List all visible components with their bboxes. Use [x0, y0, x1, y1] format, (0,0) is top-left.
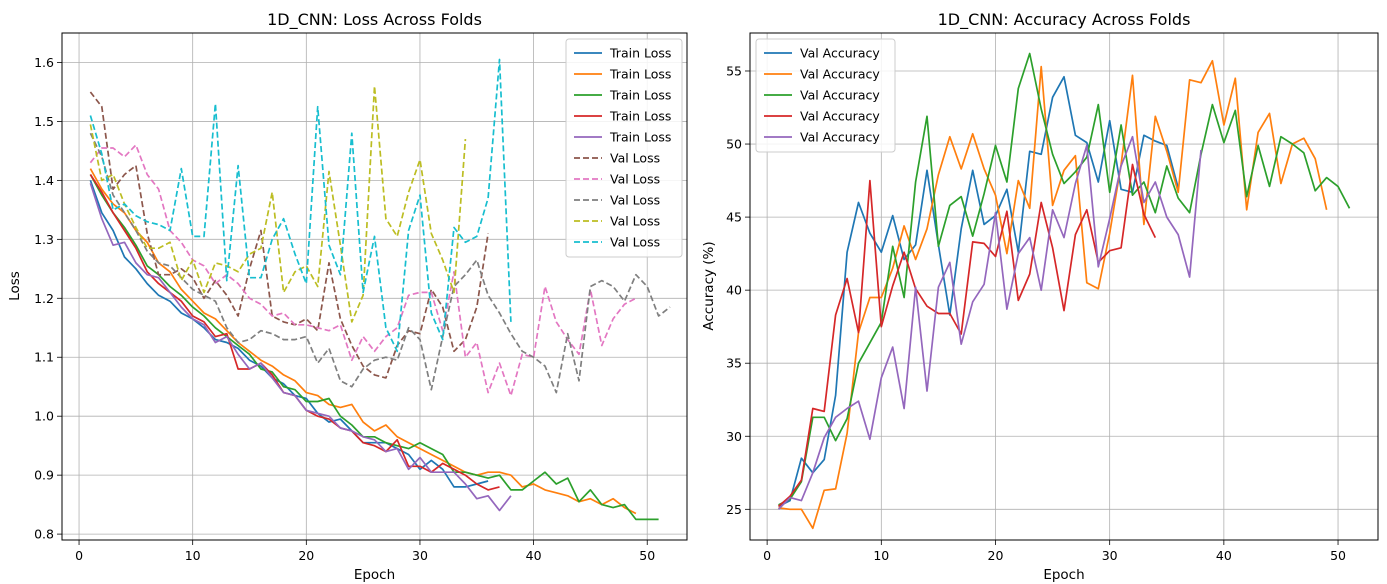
loss-x-tick-label: 50 [639, 548, 655, 563]
acc-x-tick-label: 10 [873, 548, 889, 563]
accuracy-series-group [777, 52, 1351, 530]
loss-axes-frame [61, 32, 688, 541]
acc-legend-label: Val Accuracy [800, 109, 880, 124]
loss-legend-label: Val Loss [610, 172, 660, 187]
loss-legend-label: Val Loss [610, 151, 660, 166]
loss-series-line-9 [89, 85, 467, 323]
loss-ticks: 0 10 20 30 40 50 0.8 0.9 1.0 1.1 1.2 1.3 1.4 1.5 1.6 [34, 55, 655, 563]
loss-x-tick-label: 20 [298, 548, 314, 563]
loss-legend-label: Train Loss [609, 46, 671, 61]
loss-x-axis-label: Epoch [354, 567, 395, 583]
loss-grid [62, 33, 687, 540]
acc-y-tick-label: 40 [726, 283, 742, 298]
acc-legend-box [755, 38, 896, 153]
loss-y-tick-label: 1.0 [34, 409, 54, 424]
acc-y-tick-label: 45 [726, 210, 742, 225]
loss-series-line-5 [89, 183, 512, 512]
accuracy-chart: 0 10 20 30 40 50 25 30 35 40 45 50 55 1D_CNN: Accura… [701, 10, 1379, 583]
acc-y-tick-label: 50 [726, 137, 742, 152]
acc-x-tick-label: 50 [1330, 548, 1346, 563]
loss-legend-label: Val Loss [610, 193, 660, 208]
loss-chart-title: 1D_CNN: Loss Across Folds [267, 10, 482, 30]
loss-x-tick-label: 40 [526, 548, 542, 563]
loss-y-tick-label: 1.5 [34, 114, 54, 129]
acc-series-line-3 [778, 52, 1351, 506]
acc-y-tick-label: 55 [726, 63, 742, 78]
loss-series-line-8 [89, 132, 671, 394]
loss-y-tick-label: 0.8 [34, 527, 54, 542]
accuracy-legend: Val Accuracy Val Accuracy Val Accuracy Val … [755, 38, 896, 153]
loss-y-tick-label: 1.3 [34, 232, 54, 247]
accuracy-y-axis-label: Accuracy (%) [701, 241, 717, 330]
acc-y-tick-label: 30 [726, 429, 742, 444]
accuracy-x-axis-label: Epoch [1043, 567, 1084, 583]
loss-y-axis-label: Loss [7, 271, 23, 301]
loss-series-line-2 [89, 168, 637, 515]
acc-series-line-4 [777, 163, 1157, 508]
loss-series-line-6 [89, 91, 489, 379]
loss-y-tick-label: 1.4 [34, 173, 54, 188]
loss-y-tick-label: 0.9 [34, 468, 54, 483]
loss-y-tick-label: 1.1 [34, 350, 54, 365]
loss-series-line-10 [89, 58, 512, 353]
acc-series-line-1 [778, 75, 1180, 508]
loss-chart: 0 10 20 30 40 50 0.8 0.9 1.0 1.1 1.2 1.3 1.4 1.5 1.6 1… [7, 10, 688, 583]
loss-x-tick-label: 30 [412, 548, 428, 563]
loss-x-tick-label: 10 [185, 548, 201, 563]
acc-legend-label: Val Accuracy [800, 46, 880, 61]
acc-series-line-2 [778, 59, 1328, 530]
loss-legend-label: Train Loss [609, 130, 671, 145]
acc-x-tick-label: 30 [1102, 548, 1118, 563]
loss-series-group [89, 58, 671, 521]
loss-y-tick-label: 1.2 [34, 291, 54, 306]
accuracy-chart-title: 1D_CNN: Accuracy Across Folds [938, 10, 1191, 30]
loss-legend-label: Train Loss [609, 88, 671, 103]
acc-x-tick-label: 0 [763, 548, 771, 563]
loss-series-line-3 [89, 174, 659, 521]
loss-y-tick-label: 1.6 [34, 55, 54, 70]
acc-y-tick-label: 25 [726, 502, 742, 517]
loss-legend-box [565, 38, 683, 258]
loss-x-tick-label: 0 [75, 548, 83, 563]
loss-legend-label: Train Loss [609, 109, 671, 124]
acc-x-tick-label: 40 [1216, 548, 1232, 563]
acc-legend-label: Val Accuracy [800, 130, 880, 145]
loss-legend-label: Val Loss [610, 235, 660, 250]
acc-x-tick-label: 20 [988, 548, 1004, 563]
acc-y-tick-label: 35 [726, 356, 742, 371]
acc-legend-label: Val Accuracy [800, 88, 880, 103]
accuracy-ticks: 0 10 20 30 40 50 25 30 35 40 45 50 55 [726, 63, 1346, 563]
loss-legend-label: Train Loss [609, 67, 671, 82]
loss-legend-label: Val Loss [610, 214, 660, 229]
accuracy-axes-frame [749, 32, 1379, 541]
acc-legend-label: Val Accuracy [800, 67, 880, 82]
loss-legend: Train Loss Train Loss Train Loss Train Loss… [565, 38, 683, 258]
acc-series-line-5 [777, 135, 1202, 510]
